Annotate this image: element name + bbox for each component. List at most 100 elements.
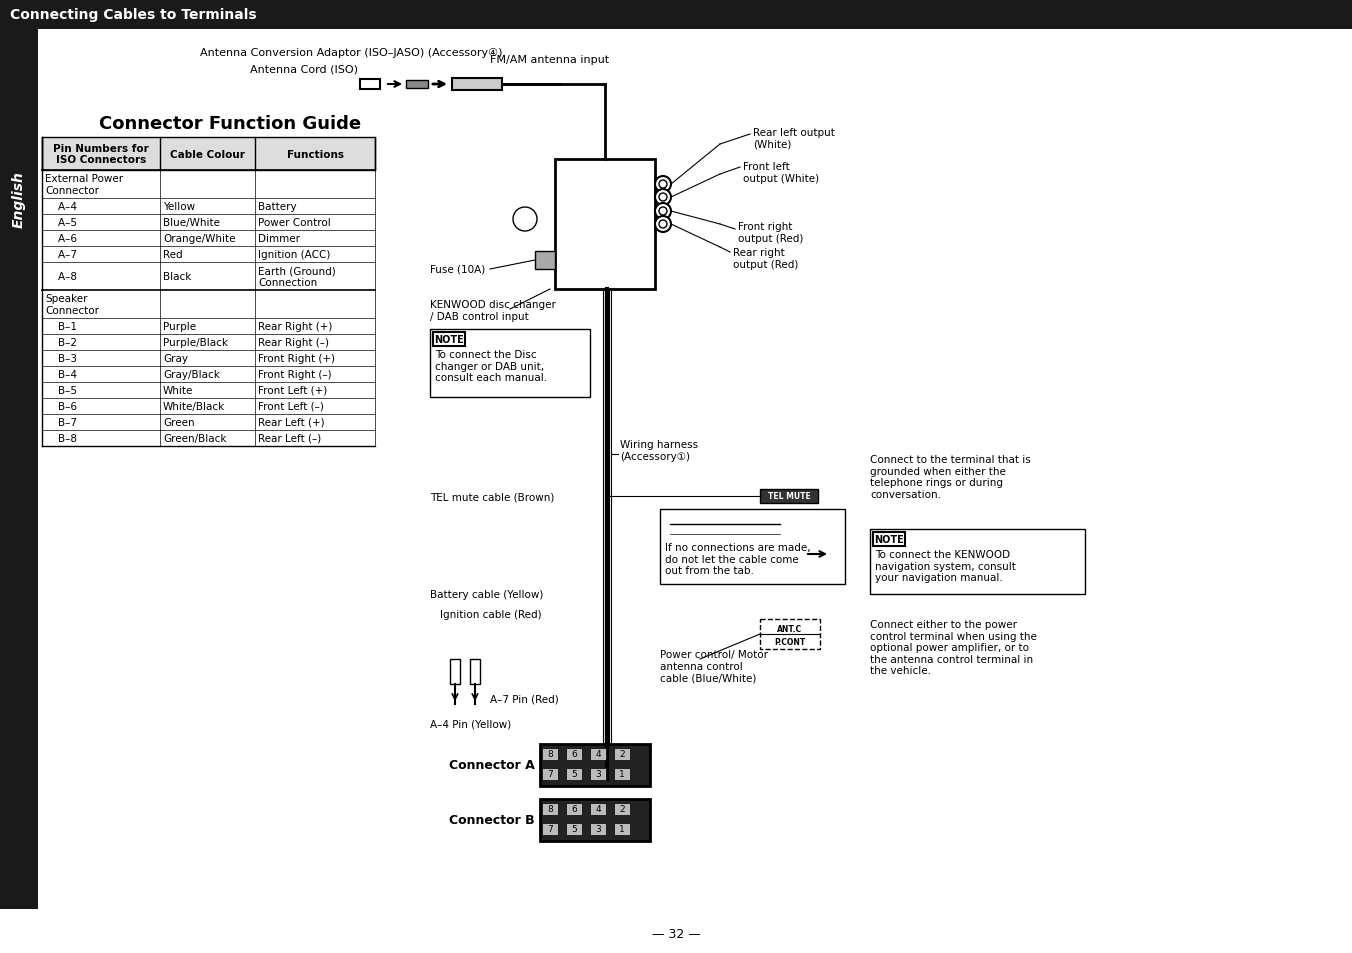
Text: Battery: Battery — [258, 202, 296, 212]
Bar — [42, 171, 375, 199]
Text: Antenna Conversion Adaptor (ISO–JASO) (Accessory④): Antenna Conversion Adaptor (ISO–JASO) (A… — [200, 48, 503, 58]
Text: Connect either to the power
control terminal when using the
optional power ampli: Connect either to the power control term… — [869, 619, 1037, 676]
Bar — [42, 199, 375, 214]
Bar — [42, 382, 375, 398]
Text: Front Right (+): Front Right (+) — [258, 354, 335, 364]
Bar — [450, 659, 460, 684]
Bar — [0, 0, 1352, 30]
Text: B–8: B–8 — [45, 434, 77, 443]
Text: B–7: B–7 — [45, 417, 77, 428]
Text: Pin Numbers for
ISO Connectors: Pin Numbers for ISO Connectors — [53, 144, 149, 165]
Circle shape — [658, 181, 667, 189]
Bar — [42, 415, 375, 431]
Text: 3: 3 — [595, 770, 600, 779]
Bar — [556, 160, 654, 290]
Bar — [42, 351, 375, 367]
Text: 3: 3 — [595, 824, 600, 834]
Text: 2: 2 — [619, 804, 625, 814]
Text: A–4 Pin (Yellow): A–4 Pin (Yellow) — [430, 720, 511, 729]
Bar — [430, 330, 589, 397]
Bar — [539, 744, 650, 786]
Text: 5: 5 — [571, 824, 577, 834]
Text: 6: 6 — [571, 750, 577, 759]
Text: Green/Black: Green/Black — [164, 434, 227, 443]
Text: Functions: Functions — [287, 150, 343, 159]
Text: Front left
output (White): Front left output (White) — [744, 162, 819, 183]
Bar — [542, 823, 558, 835]
Bar — [42, 291, 375, 318]
Text: P.CONT: P.CONT — [775, 638, 806, 646]
Text: Black: Black — [164, 272, 192, 282]
Bar — [660, 510, 845, 584]
Text: Rear left output
(White): Rear left output (White) — [753, 128, 836, 150]
Text: Rear Left (+): Rear Left (+) — [258, 417, 324, 428]
Text: NOTE: NOTE — [875, 535, 904, 544]
Text: 4: 4 — [595, 750, 600, 759]
Bar — [566, 803, 581, 815]
Bar — [760, 490, 818, 503]
Text: Connecting Cables to Terminals: Connecting Cables to Terminals — [9, 8, 257, 22]
Circle shape — [658, 221, 667, 229]
Bar — [42, 247, 375, 263]
Bar — [542, 748, 558, 760]
Text: 6: 6 — [571, 804, 577, 814]
Text: NOTE: NOTE — [434, 335, 464, 345]
Text: Ignition cable (Red): Ignition cable (Red) — [439, 609, 542, 619]
Text: Orange/White: Orange/White — [164, 233, 235, 244]
Text: 8: 8 — [548, 750, 553, 759]
Bar — [589, 748, 606, 760]
Text: B–5: B–5 — [45, 386, 77, 395]
Bar — [42, 431, 375, 447]
Text: Speaker
Connector: Speaker Connector — [45, 294, 99, 315]
Text: Front Left (–): Front Left (–) — [258, 401, 324, 412]
Circle shape — [654, 204, 671, 220]
Text: White/Black: White/Black — [164, 401, 226, 412]
Text: Rear right
output (Red): Rear right output (Red) — [733, 248, 799, 270]
Text: 8: 8 — [548, 804, 553, 814]
Text: A–6: A–6 — [45, 233, 77, 244]
Text: Connector Function Guide: Connector Function Guide — [99, 115, 361, 132]
Text: B–2: B–2 — [45, 337, 77, 348]
Text: White: White — [164, 386, 193, 395]
Text: — 32 —: — 32 — — [652, 927, 700, 941]
Text: TEL MUTE: TEL MUTE — [768, 492, 810, 501]
Circle shape — [654, 216, 671, 233]
Text: To connect the KENWOOD
navigation system, consult
your navigation manual.: To connect the KENWOOD navigation system… — [875, 550, 1015, 582]
Bar — [433, 333, 465, 347]
Text: Earth (Ground)
Connection: Earth (Ground) Connection — [258, 266, 335, 288]
Bar — [42, 367, 375, 382]
Bar — [360, 80, 380, 90]
Bar — [42, 214, 375, 231]
Text: Antenna Cord (ISO): Antenna Cord (ISO) — [250, 65, 358, 75]
Text: Power control/ Motor
antenna control
cable (Blue/White): Power control/ Motor antenna control cab… — [660, 649, 768, 682]
Text: Gray: Gray — [164, 354, 188, 364]
Text: Ignition (ACC): Ignition (ACC) — [258, 250, 330, 260]
Bar — [614, 768, 630, 781]
Text: Purple/Black: Purple/Black — [164, 337, 228, 348]
Text: A–7 Pin (Red): A–7 Pin (Red) — [489, 695, 558, 704]
Circle shape — [658, 193, 667, 202]
Text: Power Control: Power Control — [258, 218, 331, 228]
Text: A–5: A–5 — [45, 218, 77, 228]
Bar — [452, 79, 502, 91]
Text: Front Left (+): Front Left (+) — [258, 386, 327, 395]
Text: B–1: B–1 — [45, 322, 77, 332]
Bar — [470, 659, 480, 684]
Bar — [406, 81, 429, 89]
Bar — [42, 318, 375, 335]
Text: Rear Right (+): Rear Right (+) — [258, 322, 333, 332]
Bar — [42, 138, 375, 171]
Circle shape — [654, 177, 671, 193]
Bar — [42, 231, 375, 247]
Text: Dimmer: Dimmer — [258, 233, 300, 244]
Text: Connect to the terminal that is
grounded when either the
telephone rings or duri: Connect to the terminal that is grounded… — [869, 455, 1030, 499]
Text: A–4: A–4 — [45, 202, 77, 212]
Text: Red: Red — [164, 250, 183, 260]
Text: B–6: B–6 — [45, 401, 77, 412]
Bar — [614, 748, 630, 760]
Bar — [566, 823, 581, 835]
Text: To connect the Disc
changer or DAB unit,
consult each manual.: To connect the Disc changer or DAB unit,… — [435, 350, 548, 383]
Text: Green: Green — [164, 417, 195, 428]
Text: Yellow: Yellow — [164, 202, 195, 212]
Text: Connector B: Connector B — [449, 814, 535, 826]
